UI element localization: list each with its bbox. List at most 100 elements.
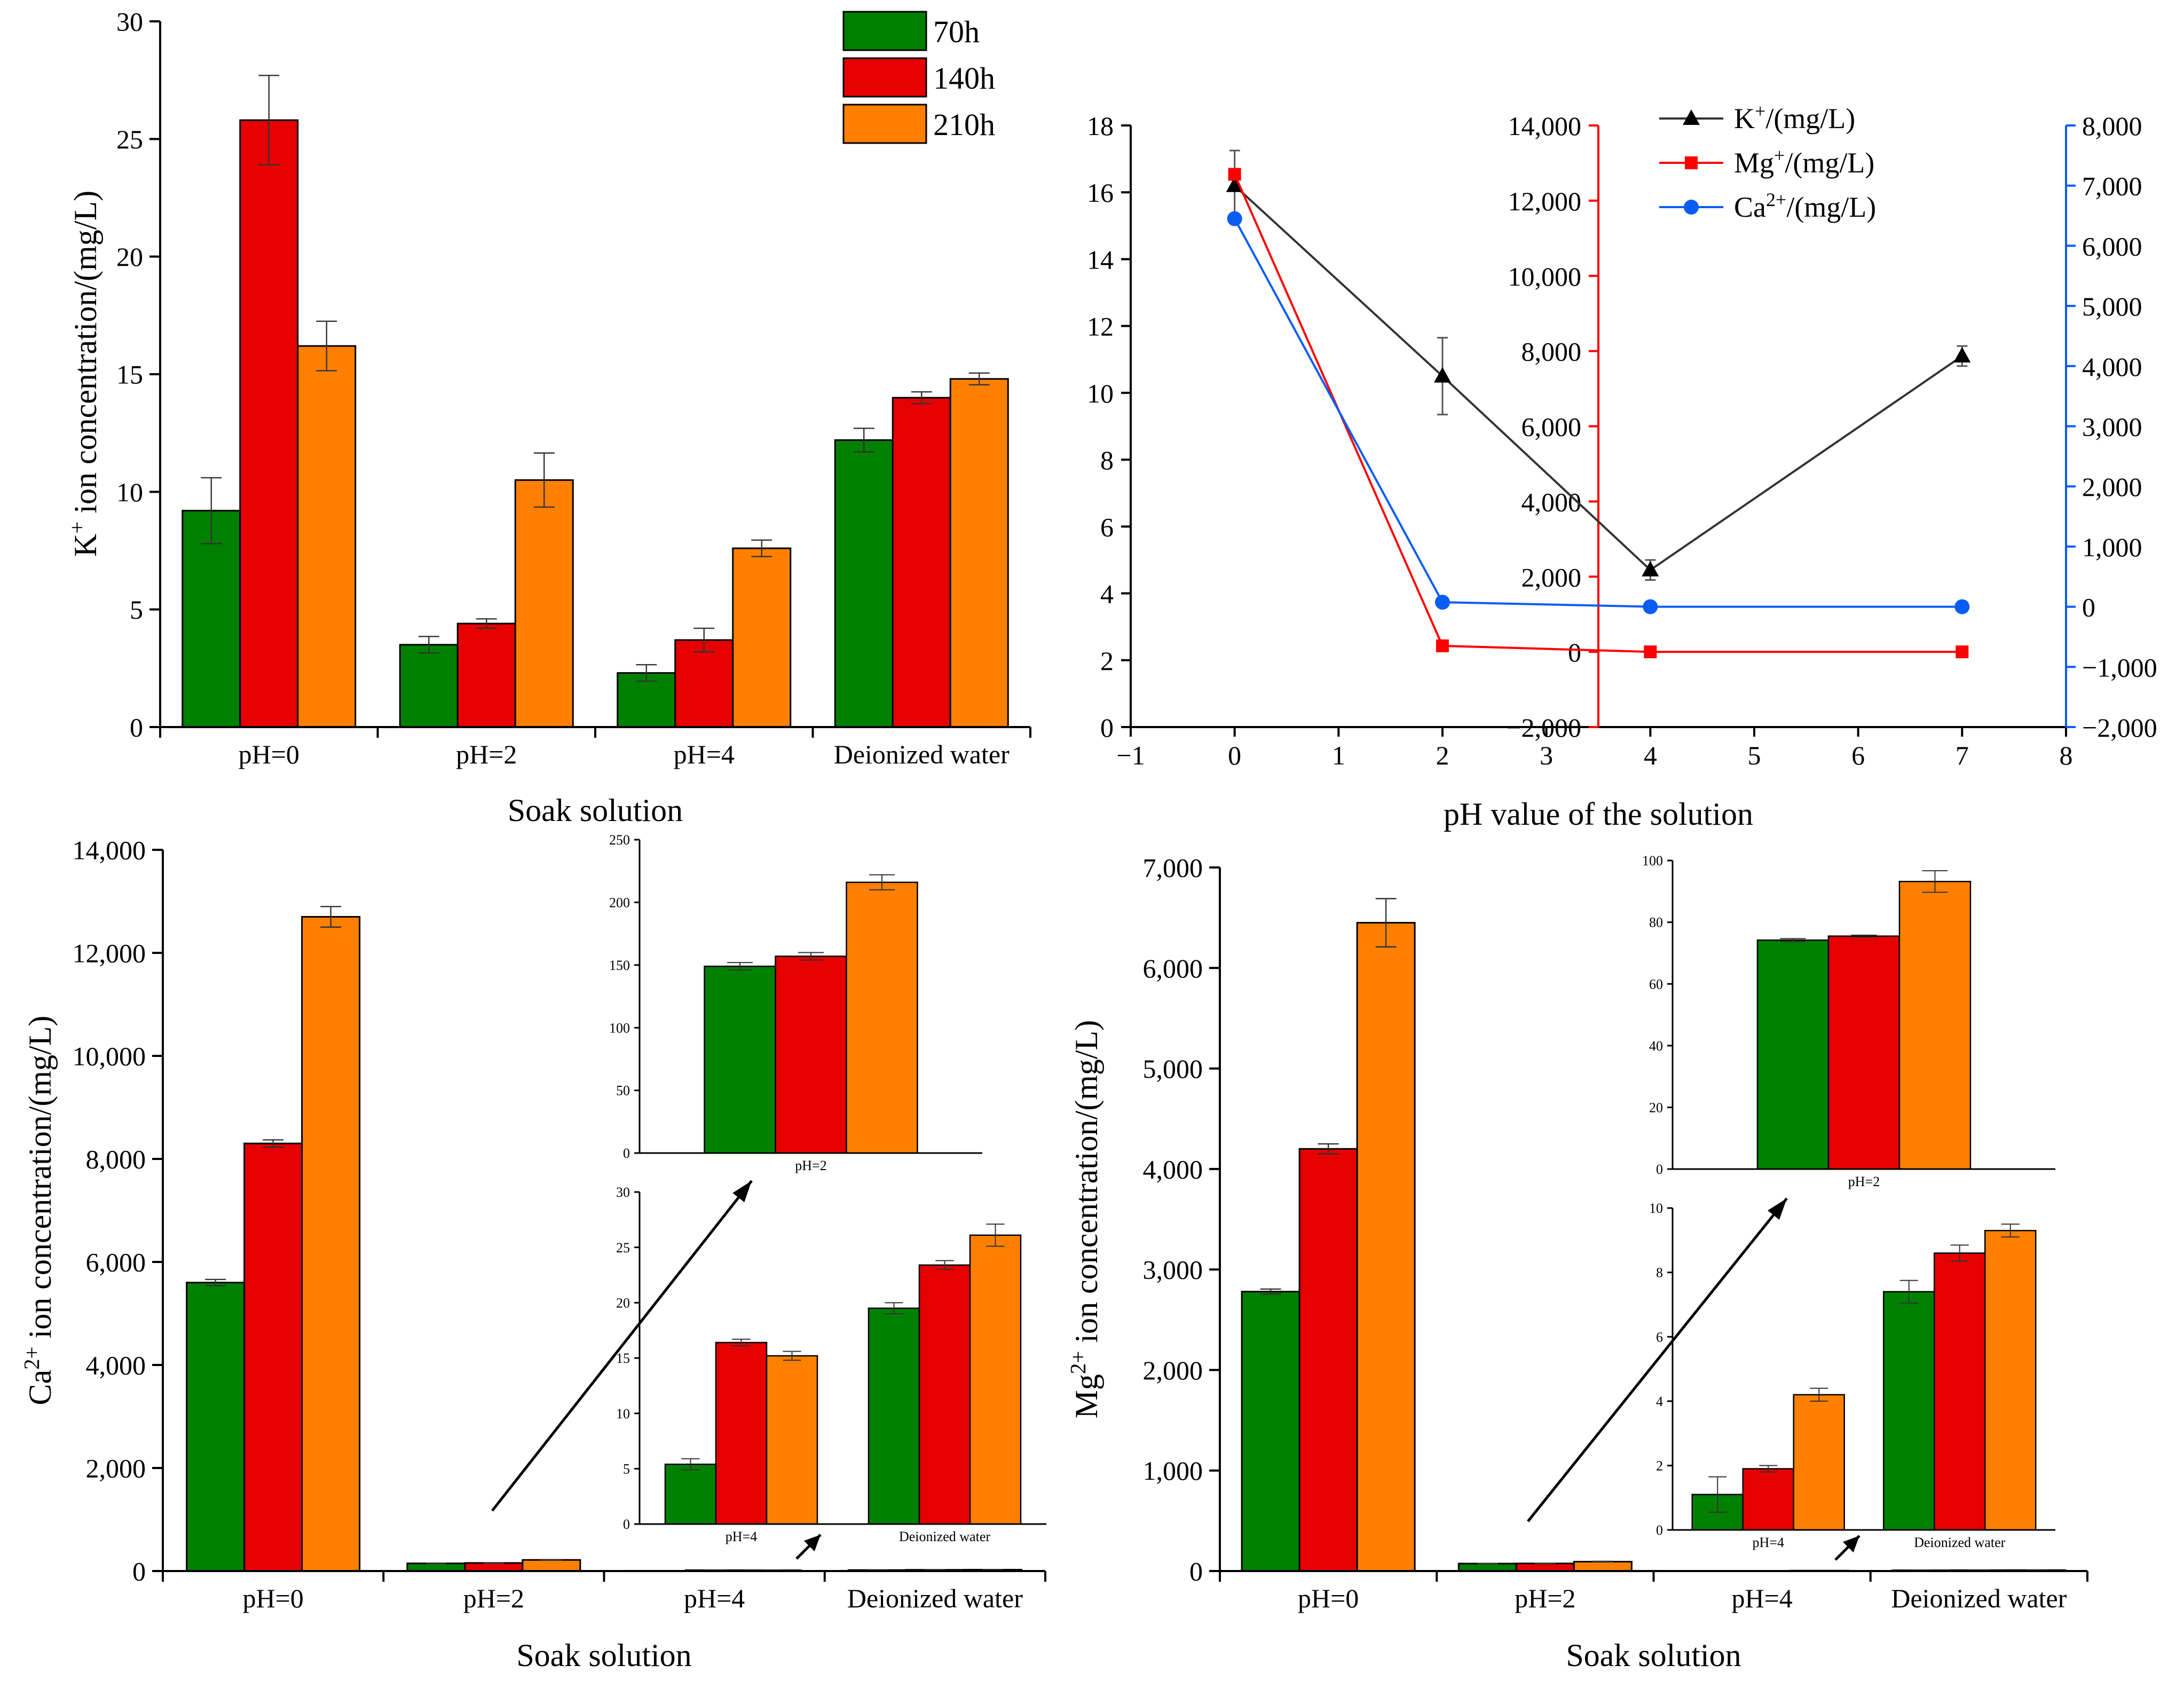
- right-y-tick-label: 4,000: [2082, 352, 2142, 382]
- y-tick-label: 10,000: [73, 1041, 146, 1071]
- bar-70h-ph-2: [406, 1562, 466, 1572]
- data-point: [1956, 645, 1969, 659]
- y-tick-label: 14,000: [73, 835, 146, 865]
- category-label: Deionized water: [899, 1529, 990, 1544]
- label-part: Ca: [1734, 191, 1766, 223]
- bar-70h-deionized-water: [834, 439, 894, 728]
- label-part: ion concentration/(mg/L): [22, 1016, 58, 1347]
- error-bar: [636, 664, 657, 682]
- x-tick-label: 0: [1228, 740, 1241, 770]
- label-part: ion concentration/(mg/L): [1069, 1020, 1104, 1351]
- legend-label: K+/(mg/L): [1734, 100, 1855, 135]
- label-superscript: 2+: [1066, 1351, 1090, 1374]
- error-bar: [798, 952, 824, 961]
- x-tick-label: 3: [1540, 740, 1553, 770]
- legend-marker: [1684, 200, 1699, 215]
- error-bar: [1810, 1387, 1828, 1402]
- bar-140h-ph-2: [464, 1562, 524, 1572]
- y-tick-label: 30: [616, 1185, 630, 1200]
- bar-210h-ph-4: [1793, 1394, 1845, 1531]
- data-point: [1954, 599, 1970, 614]
- error-bar: [1851, 934, 1877, 938]
- y-tick-label: 0: [623, 1517, 630, 1532]
- y-tick-label: 10: [1649, 1201, 1663, 1216]
- middle-y-tick-label: 4,000: [1521, 487, 1582, 517]
- arrow-head: [732, 1181, 752, 1203]
- right-y-tick-label: 7,000: [2082, 171, 2142, 201]
- label-part: K: [68, 534, 103, 557]
- bar-70h-deionized-water: [1883, 1291, 1935, 1531]
- y-tick-label: 4: [1656, 1394, 1663, 1409]
- error-bar: [1318, 1143, 1339, 1155]
- right-y-tick-label: 0: [2082, 593, 2095, 622]
- category-label: Deionized water: [1891, 1583, 2067, 1613]
- right-y-tick-label: 2,000: [2082, 472, 2142, 502]
- y-tick-label: 5: [130, 595, 143, 625]
- inset-arrow: [795, 1534, 822, 1560]
- legend-marker: [1683, 109, 1700, 125]
- error-bar: [320, 905, 342, 928]
- arrow-shaft: [491, 1180, 753, 1512]
- error-bar: [968, 372, 990, 386]
- y-tick-label: 100: [609, 1020, 630, 1036]
- x-tick-label: 6: [1851, 740, 1865, 770]
- right-y-tick-label: −1,000: [2082, 652, 2157, 682]
- legend-label-210h: 210h: [933, 107, 995, 142]
- error-bar: [258, 75, 280, 166]
- error-bar: [732, 1338, 751, 1347]
- label-part: Mg: [1734, 147, 1774, 179]
- y-tick-label: 30: [116, 7, 143, 37]
- bar-70h-ph-2: [1457, 1562, 1517, 1572]
- inset-arrow: [1834, 1535, 1860, 1561]
- label-part: /(mg/L): [1785, 147, 1874, 179]
- y-tick-label: 0: [623, 1146, 630, 1161]
- left-y-tick-label: 16: [1087, 178, 1114, 208]
- legend-label-140h: 140h: [933, 61, 995, 96]
- inset-arrow: [1527, 1197, 1788, 1522]
- data-point: [1644, 645, 1657, 659]
- bar-140h-deionized-water: [918, 1264, 971, 1525]
- left-y-tick-label: 4: [1100, 579, 1114, 609]
- arrow-shaft: [1527, 1197, 1788, 1522]
- y-tick-label: 60: [1649, 976, 1663, 992]
- bar-140h-deionized-water: [1934, 1252, 1986, 1531]
- category-label: Deionized water: [834, 739, 1010, 769]
- bar-140h-ph-0: [239, 119, 299, 728]
- y-tick-label: 0: [132, 1557, 146, 1587]
- y-tick-label: 10: [616, 1406, 630, 1422]
- error-bar: [1592, 1560, 1613, 1563]
- mg_bar-y-axis-title: Mg2+ ion concentration/(mg/L): [1066, 1020, 1105, 1419]
- left-y-tick-label: 6: [1100, 512, 1114, 542]
- label-part: K: [1734, 102, 1755, 135]
- error-bar: [201, 477, 222, 544]
- left-y-tick-label: 0: [1100, 713, 1114, 743]
- y-tick-label: 200: [609, 895, 630, 911]
- y-tick-label: 3,000: [1143, 1255, 1203, 1285]
- legend-swatch-140h: [842, 57, 927, 98]
- bar-210h-deionized-water: [949, 378, 1009, 728]
- legend-item-140h: 140h: [842, 57, 995, 98]
- error-bar: [751, 539, 772, 557]
- bar-210h-ph-0: [301, 916, 361, 1572]
- y-tick-label: 6,000: [86, 1248, 146, 1277]
- error-bar: [1950, 1244, 1969, 1262]
- bar-210h-ph-2: [846, 881, 918, 1154]
- legend-marker: [1685, 156, 1698, 169]
- ph-x-axis-title: pH value of the solution: [1444, 796, 1753, 832]
- y-tick-label: 7,000: [1143, 853, 1203, 883]
- error-bar: [2001, 1224, 2020, 1238]
- middle-y-tick-label: 12,000: [1508, 186, 1582, 216]
- bar-210h-ph-2: [514, 479, 574, 728]
- series-line: [1233, 218, 1962, 608]
- label-part: Mg: [1069, 1374, 1104, 1418]
- bar-70h-deionized-water: [868, 1307, 920, 1525]
- mg_bar-inset-ph4-water: pH=4 Deionized water 0 2 4 6 8 10: [1649, 1201, 2055, 1550]
- arrow-head: [1768, 1198, 1787, 1220]
- y-tick-label: 50: [616, 1083, 630, 1099]
- bar-210h-ph-4: [732, 547, 792, 728]
- k-x-axis-title: Soak solution: [508, 793, 683, 828]
- bar-70h-ph-0: [1241, 1291, 1300, 1572]
- right-y-tick-label: 1,000: [2082, 532, 2142, 562]
- category-label: pH=0: [1298, 1583, 1359, 1613]
- left-y-tick-label: 14: [1087, 244, 1114, 274]
